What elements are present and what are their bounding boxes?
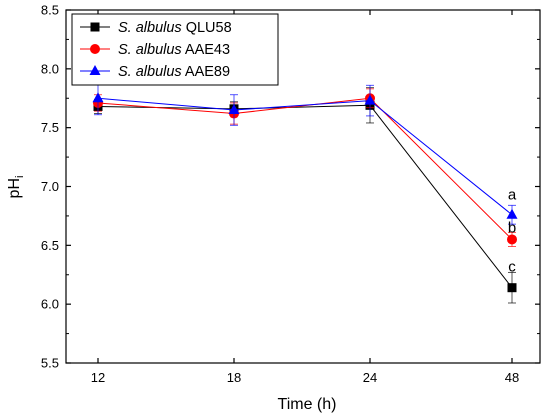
- y-axis-title-subscript: i: [14, 176, 26, 178]
- x-axis-title: Time (h): [278, 396, 337, 413]
- legend-label-italic: S. albulus: [118, 20, 182, 36]
- legend-marker-0: [90, 22, 100, 32]
- legend-label-italic: S. albulus: [118, 42, 182, 58]
- significance-label: a: [508, 187, 517, 204]
- series-line-0: [97, 104, 513, 289]
- data-point-0: [507, 283, 517, 293]
- significance-label: b: [508, 220, 516, 237]
- y-tick-label: 6.0: [41, 297, 59, 312]
- x-tick-label: 18: [227, 370, 241, 385]
- legend-label-0: S. albulus QLU58: [118, 20, 232, 36]
- legend-label-2: S. albulus AAE89: [118, 64, 230, 80]
- data-point-2: [228, 104, 240, 115]
- legend-label-strain: AAE43: [182, 42, 230, 58]
- data-point-2: [92, 92, 104, 103]
- data-point-1: [507, 234, 517, 245]
- y-tick-label: 8.5: [41, 3, 59, 18]
- y-axis-title: pHi: [6, 176, 26, 199]
- series-line-2: [97, 97, 513, 216]
- legend-label-strain: AAE89: [182, 64, 230, 80]
- data-point-2: [506, 208, 518, 219]
- legend-label-strain: QLU58: [182, 20, 232, 36]
- y-tick-label: 6.5: [41, 238, 59, 253]
- y-tick-label: 7.0: [41, 179, 59, 194]
- y-tick-label: 5.5: [41, 356, 59, 371]
- legend-marker-1: [90, 44, 100, 54]
- x-tick-label: 24: [363, 370, 377, 385]
- significance-label: c: [508, 259, 516, 276]
- legend-label-1: S. albulus AAE43: [118, 42, 230, 58]
- legend-label-italic: S. albulus: [118, 64, 182, 80]
- legend-marker-2: [89, 65, 101, 75]
- x-tick-label: 48: [505, 370, 519, 385]
- y-tick-label: 7.5: [41, 120, 59, 135]
- x-tick-label: 12: [91, 370, 105, 385]
- y-axis-title-main: pH: [6, 178, 23, 198]
- data-point-2: [364, 94, 376, 105]
- y-tick-label: 8.0: [41, 61, 59, 76]
- series-line-1: [97, 97, 513, 240]
- plot-area: 5.5 6.0 6.5 7.0 7.5 8.0 8.5 12 18 24 48 ab c S. albul…: [41, 3, 541, 385]
